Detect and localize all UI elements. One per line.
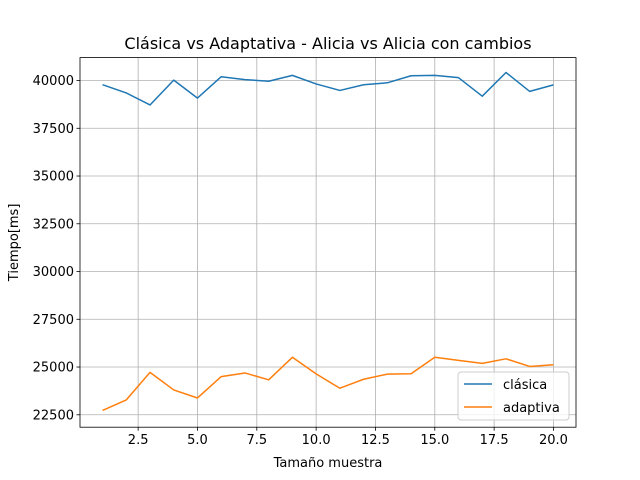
x-tick-label: 7.5 xyxy=(246,433,267,448)
series-line-1 xyxy=(102,356,554,412)
y-tick-label: 32500 xyxy=(33,217,74,232)
x-tick-label: 20.0 xyxy=(539,433,568,448)
x-tick-label: 15.0 xyxy=(420,433,449,448)
x-tick-label: 17.5 xyxy=(480,433,509,448)
x-tick-label: 12.5 xyxy=(361,433,390,448)
x-tick-label: 10.0 xyxy=(302,433,331,448)
y-tick-label: 30000 xyxy=(33,265,74,280)
plot-area xyxy=(80,57,576,428)
grid-lines xyxy=(80,57,576,428)
y-tick-label: 37500 xyxy=(33,122,74,137)
legend: clásica adaptiva xyxy=(457,371,570,421)
series-lines xyxy=(102,71,554,412)
legend-label-clasica: clásica xyxy=(503,378,547,393)
x-tick-label: 5.0 xyxy=(187,433,208,448)
y-axis-label: Tiempo[ms] xyxy=(7,204,22,283)
y-tick-label: 22500 xyxy=(33,408,74,423)
x-tick-label: 2.5 xyxy=(128,433,149,448)
series-line-0 xyxy=(102,71,554,106)
plot-frame xyxy=(79,57,577,428)
y-tick-label: 35000 xyxy=(33,170,74,185)
y-tick-label: 25000 xyxy=(33,361,74,376)
y-axis-ticks: 22500 25000 27500 30000 32500 35000 37500 40000 xyxy=(33,74,80,423)
chart-title: Clásica vs Adaptativa - Alicia vs Alicia… xyxy=(124,34,531,53)
x-axis-label: Tamaño muestra xyxy=(273,456,383,471)
y-tick-label: 27500 xyxy=(33,313,74,328)
legend-label-adaptiva: adaptiva xyxy=(503,401,560,416)
x-axis-ticks: 2.5 5.0 7.5 10.0 12.5 15.0 17.5 20.0 xyxy=(128,427,568,448)
y-tick-label: 40000 xyxy=(33,74,74,89)
